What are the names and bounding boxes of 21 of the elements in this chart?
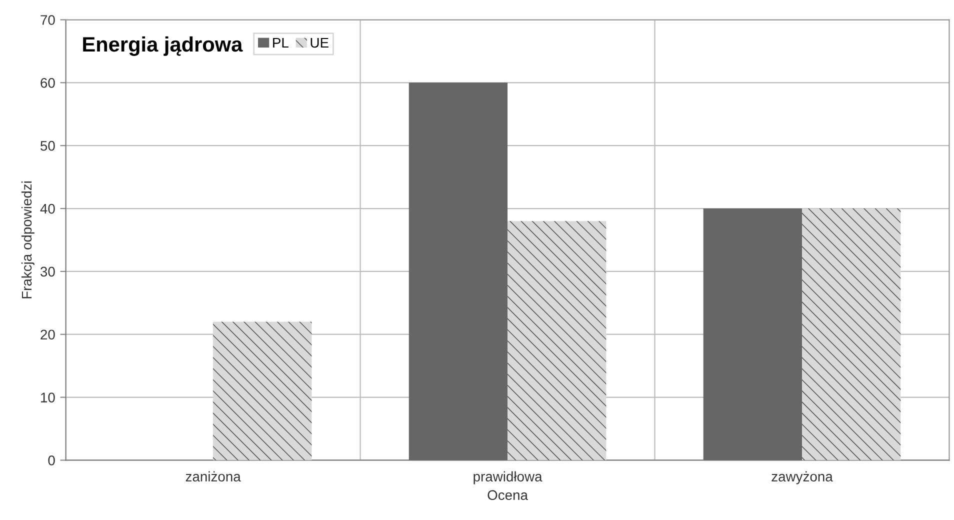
- bar: [703, 208, 802, 460]
- y-tick-label: 0: [48, 456, 55, 466]
- x-tick-label: prawidłowa: [474, 471, 542, 484]
- y-tick-label: 60: [40, 78, 55, 88]
- x-tick-label: zaniżona: [186, 471, 241, 482]
- y-tick-label: 30: [40, 266, 55, 277]
- x-tick-label: zawyżona: [772, 471, 833, 484]
- legend-label: UE: [310, 38, 328, 48]
- bar: [408, 82, 508, 460]
- bar: [213, 322, 312, 460]
- x-axis-title: Ocena: [488, 490, 528, 500]
- text: Energia jądrowa: [83, 36, 243, 56]
- y-tick-label: 10: [41, 392, 55, 402]
- bar: [802, 208, 901, 460]
- y-tick-label: 70: [40, 15, 55, 25]
- legend-label: PL: [273, 38, 288, 48]
- y-axis-title: Frakcja odpowiedzi: [21, 181, 34, 298]
- y-tick-label: 20: [40, 330, 55, 340]
- y-tick-label: 50: [40, 140, 55, 151]
- bar: [508, 221, 606, 460]
- y-tick-label: 40: [40, 204, 55, 214]
